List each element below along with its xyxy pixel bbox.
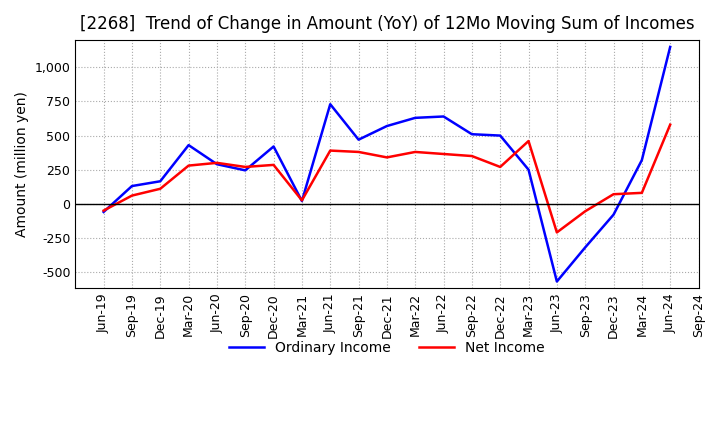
Ordinary Income [297,198,306,204]
Line: Ordinary Income: Ordinary Income [104,47,670,282]
Net Income [382,155,391,160]
Net Income [552,230,561,235]
Net Income [241,164,250,169]
Ordinary Income [382,123,391,128]
Net Income [212,160,221,165]
Ordinary Income [156,179,165,184]
Y-axis label: Amount (million yen): Amount (million yen) [15,91,29,237]
Net Income [156,186,165,191]
Ordinary Income [184,143,193,148]
Net Income [411,149,420,154]
Ordinary Income [269,144,278,149]
Ordinary Income [666,44,675,50]
Net Income [326,148,335,153]
Ordinary Income [326,102,335,107]
Net Income [439,151,448,157]
Legend: Ordinary Income, Net Income: Ordinary Income, Net Income [224,336,550,361]
Ordinary Income [581,245,590,250]
Title: [2268]  Trend of Change in Amount (YoY) of 12Mo Moving Sum of Incomes: [2268] Trend of Change in Amount (YoY) o… [80,15,694,33]
Net Income [609,191,618,197]
Ordinary Income [637,158,646,163]
Ordinary Income [552,279,561,284]
Net Income [496,164,505,169]
Net Income [524,139,533,144]
Net Income [127,193,136,198]
Ordinary Income [609,212,618,217]
Ordinary Income [241,168,250,173]
Net Income [666,122,675,127]
Net Income [297,198,306,203]
Ordinary Income [524,167,533,172]
Line: Net Income: Net Income [104,125,670,232]
Ordinary Income [467,132,476,137]
Ordinary Income [439,114,448,119]
Ordinary Income [354,137,363,142]
Net Income [581,209,590,214]
Ordinary Income [212,161,221,167]
Ordinary Income [99,209,108,215]
Ordinary Income [411,115,420,121]
Net Income [467,154,476,159]
Net Income [269,162,278,168]
Net Income [354,149,363,154]
Net Income [99,208,108,213]
Net Income [637,190,646,195]
Ordinary Income [496,133,505,138]
Net Income [184,163,193,168]
Ordinary Income [127,183,136,189]
